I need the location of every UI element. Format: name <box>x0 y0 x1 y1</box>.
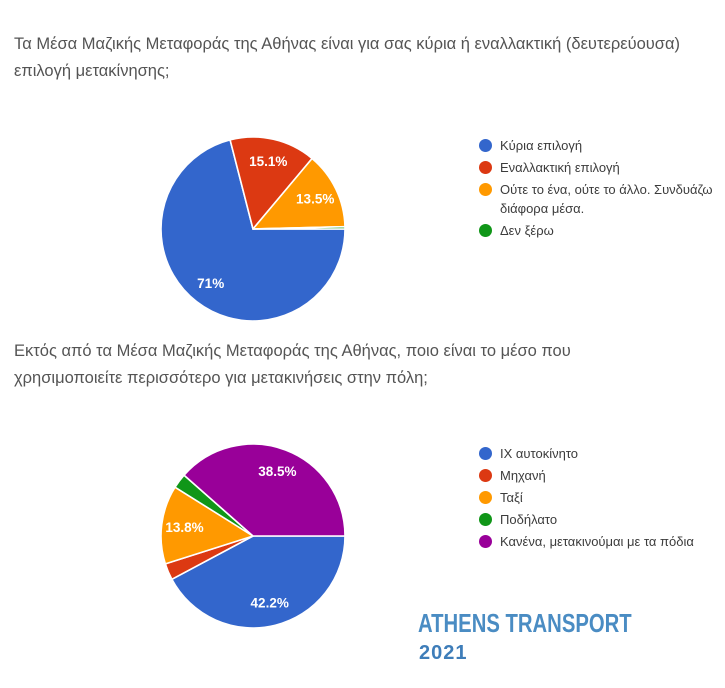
question-2-text: Εκτός από τα Μέσα Μαζικής Μεταφοράς της … <box>14 342 571 387</box>
legend-color-dot <box>479 469 492 482</box>
pie-slice[interactable] <box>183 443 346 537</box>
legend-item-label: Μηχανή <box>500 468 546 483</box>
legend-color-dot <box>479 161 492 174</box>
legend-item-label: Ούτε το ένα, ούτε το άλλο. Συνδυάζω διάφ… <box>500 182 713 216</box>
pie-slice[interactable] <box>160 486 254 565</box>
pie-slice-percent-label: 13.5% <box>296 192 334 207</box>
legend-item: ΙΧ αυτοκίνητο <box>479 444 717 463</box>
legend-item: Ταξί <box>479 488 717 507</box>
legend-other-transport: ΙΧ αυτοκίνητο Μηχανή Ταξί Ποδήλατο Κανένα, μ… <box>479 444 717 554</box>
brand-year: 2021 <box>419 642 468 664</box>
legend-item: Κανένα, μετακινούμαι με τα πόδια <box>479 532 717 551</box>
brand-text: ATHENS TRANSPORT <box>418 608 632 638</box>
legend-color-dot <box>479 447 492 460</box>
legend-color-dot <box>479 139 492 152</box>
legend-primary-choice: Κύρια επιλογή Εναλλακτική επιλογή Ούτε το … <box>479 136 717 243</box>
legend-color-dot <box>479 513 492 526</box>
pie-slice-percent-label: 38.5% <box>258 464 296 479</box>
legend-color-dot <box>479 535 492 548</box>
pie-slice[interactable] <box>252 157 346 230</box>
pie-slice-percent-label: 13.8% <box>165 520 203 535</box>
legend-item-label: Κύρια επιλογή <box>500 138 583 153</box>
pie-slice-percent-label: 15.1% <box>249 154 287 169</box>
legend-color-dot <box>479 183 492 196</box>
legend-item: Εναλλακτική επιλογή <box>479 158 717 177</box>
legend-item: Μηχανή <box>479 466 717 485</box>
legend-color-dot <box>479 491 492 504</box>
pie-slice-percent-label: 71% <box>197 276 224 291</box>
pie-chart-primary-choice: 71% 15.1% 13.5% <box>160 136 346 322</box>
legend-item: Ούτε το ένα, ούτε το άλλο. Συνδυάζω διάφ… <box>479 180 717 218</box>
pie-slice-percent-label: 42.2% <box>251 595 289 610</box>
athens-transport-logo: ATHENS TRANSPORT 2021 <box>418 608 692 665</box>
legend-item-label: Ποδήλατο <box>500 512 558 527</box>
legend-item-label: Κανένα, μετακινούμαι με τα πόδια <box>500 534 694 549</box>
pie-slice[interactable] <box>171 535 346 629</box>
pie-slice[interactable] <box>160 139 346 322</box>
legend-item: Κύρια επιλογή <box>479 136 717 155</box>
legend-item-label: ΙΧ αυτοκίνητο <box>500 446 578 461</box>
legend-item: Δεν ξέρω <box>479 221 717 240</box>
legend-item: Ποδήλατο <box>479 510 717 529</box>
pie-slice[interactable] <box>229 136 313 230</box>
question-1-text: Τα Μέσα Μαζικής Μεταφοράς της Αθήνας είν… <box>14 35 681 80</box>
pie-slice[interactable] <box>252 225 346 230</box>
legend-item-label: Δεν ξέρω <box>500 223 554 238</box>
legend-color-dot <box>479 224 492 237</box>
legend-item-label: Εναλλακτική επιλογή <box>500 160 620 175</box>
pie-chart-other-transport: 42.2% 13.8% 38.5% <box>160 443 346 629</box>
legend-item-label: Ταξί <box>500 490 523 505</box>
